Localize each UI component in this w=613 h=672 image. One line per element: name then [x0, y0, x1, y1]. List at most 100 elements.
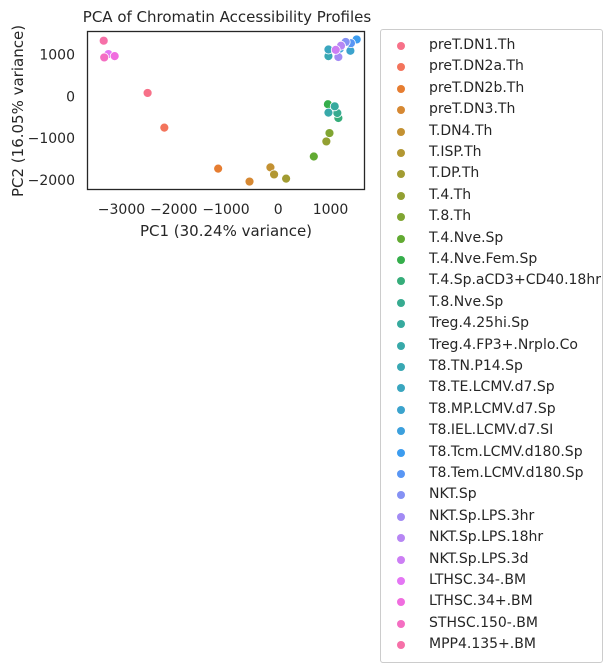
legend-marker — [397, 84, 405, 93]
legend-marker — [397, 127, 405, 136]
legend-item: LTHSC.34+.BM — [381, 592, 602, 613]
scatter-point — [323, 107, 334, 118]
legend-marker — [397, 191, 405, 200]
legend-label: T.ISP.Th — [429, 144, 482, 160]
legend-label: LTHSC.34+.BM — [429, 593, 533, 610]
legend-item: T8.TE.LCMV.d7.Sp — [381, 378, 602, 399]
legend-label: T.4.Nve.Fem.Sp — [429, 251, 538, 267]
scatter-point — [269, 169, 279, 180]
legend-label: preT.DN1.Th — [429, 37, 516, 53]
legend-marker — [397, 363, 405, 371]
scatter-point — [329, 101, 340, 112]
x-tick-label: 0 — [274, 202, 283, 218]
y-tick-label: −2000 — [28, 173, 75, 189]
legend-item: T.8.Th — [381, 207, 602, 228]
y-axis-label: PC2 (16.05% variance) — [9, 25, 27, 197]
y-tick-label: −1000 — [28, 131, 75, 147]
legend-item: NKT.Sp.LPS.3d — [381, 550, 602, 571]
legend-marker — [397, 534, 405, 543]
chart-title: PCA of Chromatin Accessibility Profiles — [83, 8, 372, 26]
legend-marker — [397, 405, 405, 414]
legend-label: T.4.Nve.Sp — [429, 229, 504, 246]
legend-label: T.DN4.Th — [429, 122, 493, 139]
legend-label: T8.MP.LCMV.d7.Sp — [429, 400, 556, 417]
legend-label: T8.IEL.LCMV.d7.SI — [429, 422, 554, 439]
legend-marker — [397, 384, 405, 393]
legend-item: T8.IEL.LCMV.d7.SI — [381, 421, 602, 442]
legend-item: NKT.Sp — [381, 485, 602, 506]
legend-label: Treg.4.FP3+.Nrplo.Co — [429, 336, 578, 353]
data-points — [98, 34, 362, 187]
scatter-point — [213, 163, 224, 174]
legend-item: NKT.Sp.LPS.3hr — [381, 507, 602, 528]
scatter-point — [142, 88, 153, 98]
legend-marker — [397, 619, 405, 628]
legend-item: Treg.4.FP3+.Nrplo.Co — [381, 336, 602, 357]
legend-item: STHSC.150-.BM — [381, 614, 602, 635]
scatter-point — [159, 122, 170, 133]
legend-marker — [397, 470, 405, 478]
x-axis-label: PC1 (30.24% variance) — [140, 222, 312, 240]
legend-label: preT.DN3.Th — [429, 101, 516, 118]
legend-label: T.8.Th — [429, 208, 472, 225]
legend-marker — [397, 598, 405, 607]
legend-label: Treg.4.25hi.Sp — [429, 315, 530, 332]
scatter-point — [321, 136, 332, 147]
x-tick-label: 1000 — [313, 202, 349, 218]
legend-marker — [397, 555, 405, 564]
legend-marker — [397, 448, 405, 457]
legend-label: T.4.Sp.aCD3+CD40.18hr — [429, 272, 601, 289]
legend-item: T.4.Nve.Fem.Sp — [381, 250, 602, 271]
scatter-point — [324, 128, 335, 138]
legend-label: NKT.Sp.LPS.18hr — [429, 529, 544, 546]
legend-item: preT.DN2a.Th — [381, 57, 602, 78]
legend-marker — [397, 577, 405, 585]
scatter-point — [98, 35, 109, 46]
legend-label: T8.Tem.LCMV.d180.Sp — [429, 465, 584, 481]
legend-marker — [397, 106, 405, 115]
legend-item: T.DN4.Th — [381, 122, 602, 143]
legend-label: STHSC.150-.BM — [429, 614, 538, 631]
legend-label: T8.Tcm.LCMV.d180.Sp — [429, 443, 583, 460]
x-tick-label: −1000 — [202, 202, 249, 218]
legend-label: preT.DN2b.Th — [429, 79, 525, 96]
legend-label: T.DP.Th — [429, 165, 480, 182]
x-axis-ticks: −3000 −2000 −1000 0 1000 — [98, 202, 349, 218]
legend-marker — [397, 42, 405, 50]
legend-marker — [397, 427, 405, 436]
legend-marker — [397, 341, 405, 350]
legend-item: LTHSC.34-.BM — [381, 571, 602, 592]
legend-label: NKT.Sp.LPS.3hr — [429, 507, 535, 524]
legend-item: T8.MP.LCMV.d7.Sp — [381, 400, 602, 421]
legend-label: NKT.Sp — [429, 486, 477, 503]
legend-label: MPP4.135+.BM — [429, 636, 536, 653]
legend-label: T8.TE.LCMV.d7.Sp — [429, 379, 555, 396]
legend-item: T8.TN.P14.Sp — [381, 357, 602, 378]
legend-marker — [397, 320, 405, 329]
legend-marker — [397, 512, 405, 521]
legend-label: NKT.Sp.LPS.3d — [429, 550, 529, 567]
legend-item: Treg.4.25hi.Sp — [381, 314, 602, 335]
y-tick-label: 1000 — [39, 47, 75, 63]
legend-marker — [397, 491, 405, 500]
legend-item: T.4.Sp.aCD3+CD40.18hr — [381, 271, 602, 292]
legend-label: T.4.Th — [429, 186, 472, 203]
legend: preT.DN1.Th preT.DN2a.Th preT.DN2b.Th preT.… — [380, 29, 603, 663]
scatter-point — [244, 176, 255, 187]
legend-item: preT.DN1.Th — [381, 36, 602, 57]
legend-item: T8.Tcm.LCMV.d180.Sp — [381, 443, 602, 464]
legend-item: T.ISP.Th — [381, 143, 602, 164]
legend-item: T.DP.Th — [381, 164, 602, 185]
legend-item: T.4.Nve.Sp — [381, 229, 602, 250]
legend-item: preT.DN3.Th — [381, 100, 602, 121]
legend-marker — [397, 149, 405, 157]
scatter-point — [99, 52, 110, 63]
legend-item: T.4.Th — [381, 186, 602, 207]
legend-marker — [397, 277, 405, 286]
legend-item: MPP4.135+.BM — [381, 635, 602, 656]
legend-marker — [397, 256, 405, 264]
scatter-point — [109, 51, 120, 62]
legend-marker — [397, 63, 405, 72]
scatter-point — [308, 151, 319, 162]
